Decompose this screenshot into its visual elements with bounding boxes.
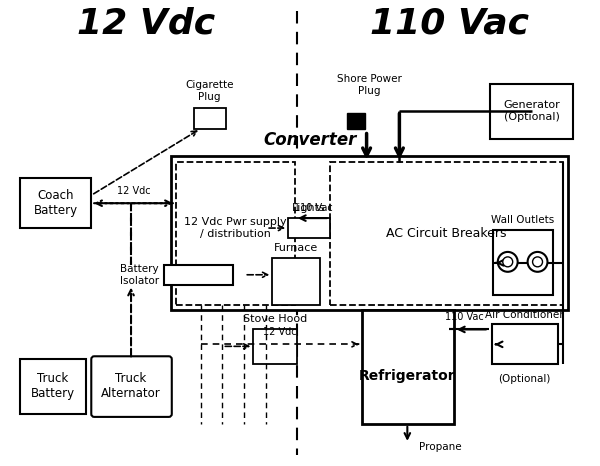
Text: Converter: Converter (263, 130, 356, 149)
Text: (Optional): (Optional) (499, 374, 551, 384)
Bar (20, 359, 86, 414)
Bar (176, 163, 295, 305)
Text: Coach
Battery: Coach Battery (34, 189, 77, 217)
Text: 12 Vdc: 12 Vdc (117, 186, 151, 196)
Text: 12 Vdc Pwr supply
/ distribution: 12 Vdc Pwr supply / distribution (184, 217, 287, 239)
Text: 110 Vac: 110 Vac (293, 203, 332, 213)
Text: 12 Vdc: 12 Vdc (263, 328, 297, 337)
Text: Truck
Battery: Truck Battery (31, 372, 74, 400)
Circle shape (533, 257, 542, 267)
Circle shape (503, 257, 512, 267)
Circle shape (527, 252, 547, 272)
Text: 110 Vac: 110 Vac (445, 313, 484, 322)
Text: Air Conditioner: Air Conditioner (485, 309, 564, 320)
Bar (330, 163, 563, 305)
Text: AC Circuit Breakers: AC Circuit Breakers (386, 226, 506, 240)
Bar (362, 309, 454, 424)
Circle shape (498, 252, 518, 272)
Bar (164, 265, 233, 285)
Text: Battery
Isolator: Battery Isolator (120, 264, 159, 286)
Text: 110 Vac: 110 Vac (370, 7, 529, 41)
Text: Shore Power
Plug: Shore Power Plug (337, 74, 402, 96)
Bar (272, 258, 320, 305)
Text: Cigarette
Plug: Cigarette Plug (185, 80, 234, 102)
Text: Truck
Alternator: Truck Alternator (101, 372, 161, 400)
Text: Furnace: Furnace (274, 243, 318, 253)
Text: Generator
(Optional): Generator (Optional) (503, 100, 560, 122)
Bar (20, 178, 91, 228)
Bar (347, 113, 365, 129)
Bar (171, 156, 568, 309)
Text: Stove Hood: Stove Hood (243, 315, 307, 324)
Text: Lights: Lights (292, 203, 326, 213)
Bar (194, 108, 226, 129)
Bar (492, 324, 559, 364)
FancyBboxPatch shape (91, 356, 172, 417)
Text: Refrigerator: Refrigerator (359, 369, 455, 383)
Bar (493, 230, 553, 295)
Text: 12 Vdc: 12 Vdc (77, 7, 215, 41)
Text: Wall Outlets: Wall Outlets (491, 215, 554, 225)
Text: Propane: Propane (419, 442, 462, 452)
Bar (288, 218, 330, 238)
Bar (490, 84, 574, 138)
Bar (253, 329, 297, 364)
